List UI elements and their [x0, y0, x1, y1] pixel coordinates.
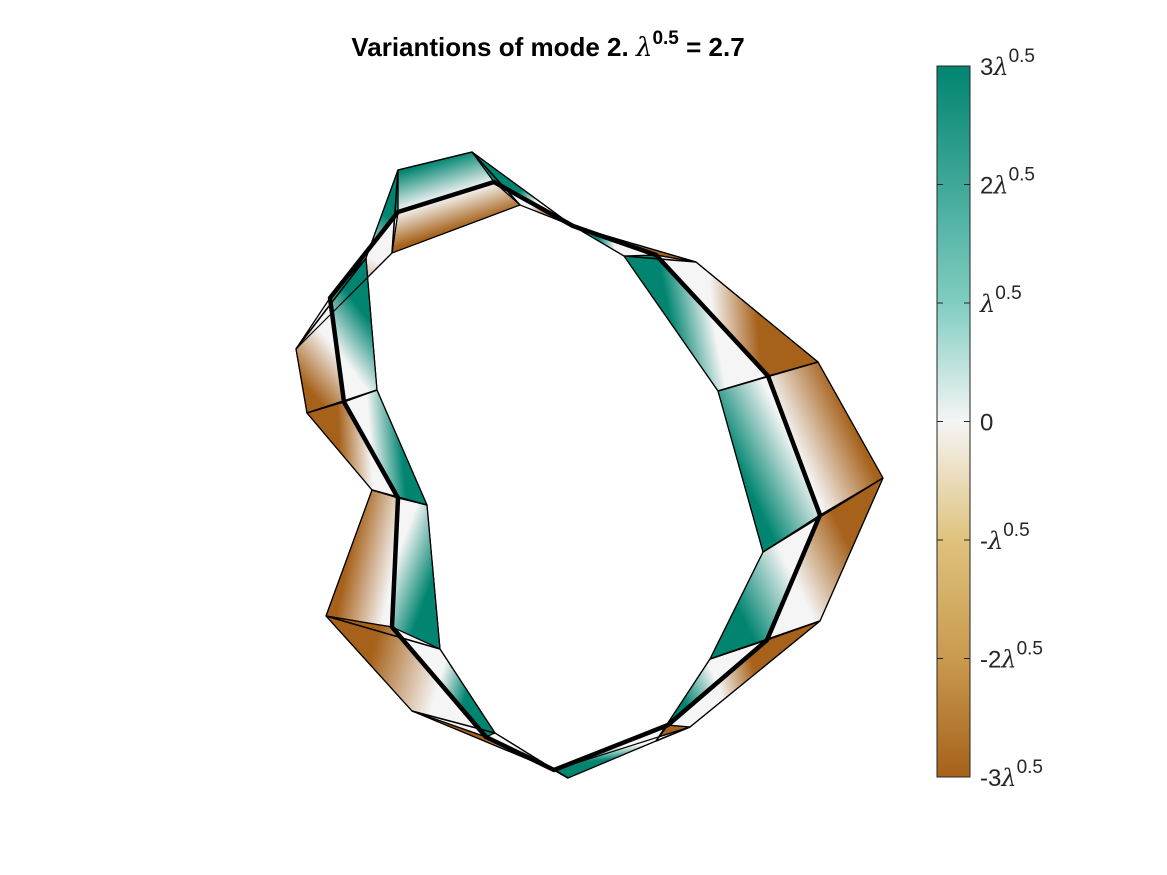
title-superscript: 0.5 — [652, 28, 679, 49]
colorbar-tick-label-3: 0 — [980, 410, 993, 437]
spoke-8 — [391, 169, 399, 254]
colorbar: 3λ0.5 2λ0.5 λ0.5 0 -λ0.5 -2λ0.5 -3λ0.5 — [936, 46, 1043, 792]
colorbar-tick-label-1: 2λ0.5 — [980, 165, 1035, 200]
spoke-7 — [471, 151, 521, 206]
shape-variation-plot — [295, 151, 884, 779]
colorbar-tick-label-6: -3λ0.5 — [980, 757, 1043, 792]
colorbar-tick-label-4: -λ0.5 — [980, 520, 1030, 555]
negative-outline — [295, 204, 884, 771]
spoke-12 — [325, 615, 441, 650]
positive-outline — [365, 151, 764, 779]
mean-contour — [327, 179, 823, 773]
spoke-3 — [762, 477, 884, 553]
title-prefix: Variantions of mode 2. — [351, 32, 636, 62]
colorbar-tick-label-0: 3λ0.5 — [980, 46, 1035, 81]
colorbar-tick-label-2: λ0.5 — [979, 283, 1022, 318]
chart-title: Variantions of mode 2. λ0.5 = 2.7 — [351, 28, 744, 63]
title-lambda: λ — [635, 33, 652, 63]
title-suffix: = 2.7 — [679, 32, 745, 62]
face-neg-11 — [325, 489, 399, 628]
colorbar-tick-label-5: -2λ0.5 — [980, 639, 1043, 674]
